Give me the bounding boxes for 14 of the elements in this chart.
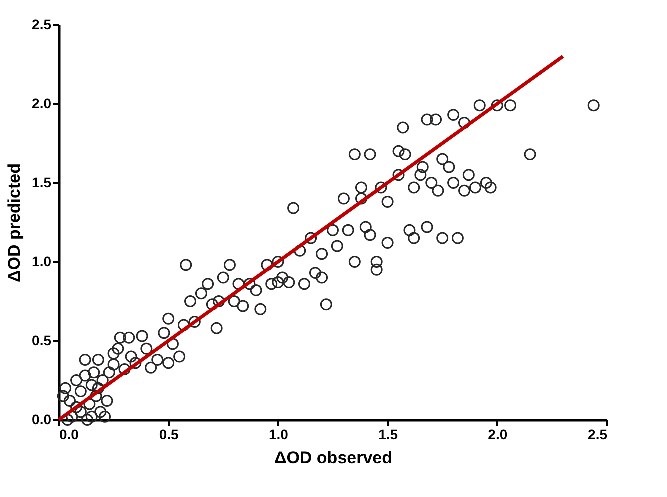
x-tick-label: 0.5 xyxy=(159,426,180,442)
x-axis-title: ΔOD observed xyxy=(274,448,393,468)
x-tick-label: 2.0 xyxy=(488,426,508,442)
y-tick-label: 0.0 xyxy=(32,412,52,428)
x-tick-label: 1.5 xyxy=(378,426,398,442)
x-tick-label: 2.5 xyxy=(588,426,608,442)
y-tick-label: 2.5 xyxy=(32,16,52,32)
y-axis-title: ΔOD predicted xyxy=(5,164,24,282)
y-tick-label: 0.5 xyxy=(32,332,52,348)
y-tick-label: 2.0 xyxy=(32,96,52,112)
x-tick-label: 1.0 xyxy=(268,426,289,442)
y-tick-label: 1.0 xyxy=(32,254,52,270)
x-tick-label: 0.0 xyxy=(60,426,80,442)
y-tick-label: 1.5 xyxy=(32,174,52,190)
